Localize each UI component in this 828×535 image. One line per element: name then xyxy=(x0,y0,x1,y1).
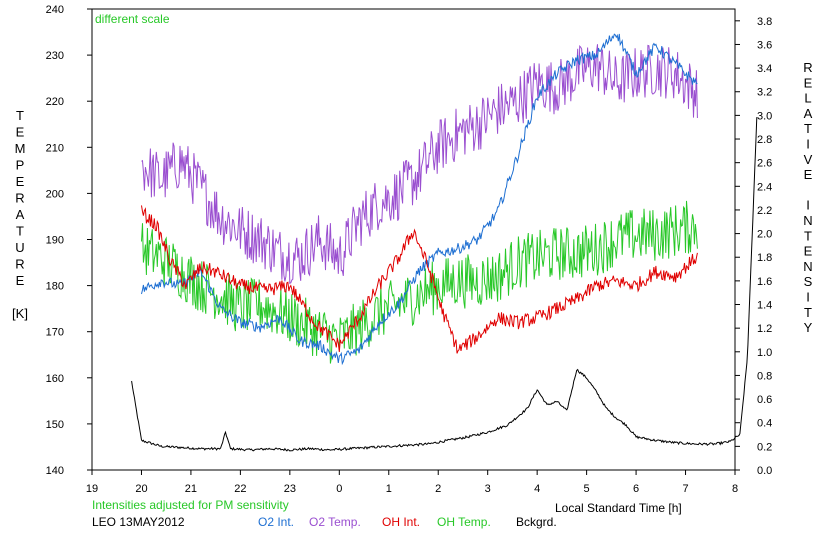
left-axis-letter: [K] xyxy=(12,306,28,321)
left-tick-label: 230 xyxy=(46,50,64,62)
plot-area xyxy=(91,8,758,471)
right-tick-label: 2.6 xyxy=(757,158,772,170)
left-axis-letter: R xyxy=(15,191,24,206)
right-axis-letter: I xyxy=(806,137,810,152)
left-tick-label: 170 xyxy=(46,327,64,339)
x-tick-label: 20 xyxy=(135,483,147,495)
right-tick-label: 0.4 xyxy=(757,418,772,430)
x-tick-label: 1 xyxy=(386,483,392,495)
right-tick-label: 1.0 xyxy=(757,347,772,359)
right-tick-label: 1.6 xyxy=(757,276,772,288)
left-tick-label: 240 xyxy=(46,4,64,16)
left-axis-letter: E xyxy=(16,125,25,140)
left-tick-label: 180 xyxy=(46,281,64,293)
series-line-o2-int xyxy=(141,33,698,366)
left-axis-letter: T xyxy=(16,108,24,123)
scale-annotation: different scale xyxy=(95,12,170,26)
series-line-bckgrd xyxy=(131,117,758,452)
right-axis-letter: E xyxy=(804,167,813,182)
right-tick-label: 0.8 xyxy=(757,370,772,382)
right-axis-letter: Y xyxy=(804,320,813,335)
right-tick-label: 1.4 xyxy=(757,300,772,312)
left-tick-label: 200 xyxy=(46,188,64,200)
left-axis-letter: A xyxy=(16,207,25,222)
x-tick-label: 3 xyxy=(485,483,491,495)
x-tick-label: 7 xyxy=(682,483,688,495)
right-tick-label: 0.0 xyxy=(757,465,772,477)
right-axis-letter: T xyxy=(804,228,812,243)
legend-entry: O2 Temp. xyxy=(309,515,361,529)
right-axis-letter: S xyxy=(804,274,813,289)
right-axis-letter: E xyxy=(804,75,813,90)
right-axis-letter: T xyxy=(804,121,812,136)
x-tick-label: 4 xyxy=(534,483,540,495)
right-axis-letter: E xyxy=(804,244,813,259)
legend-entry: OH Int. xyxy=(382,515,420,529)
series-line-oh-int xyxy=(141,205,698,354)
right-axis-letter: I xyxy=(806,198,810,213)
right-axis-letter: R xyxy=(803,60,812,75)
right-tick-label: 2.2 xyxy=(757,205,772,217)
right-tick-label: 0.6 xyxy=(757,394,772,406)
right-tick-label: 2.8 xyxy=(757,134,772,146)
x-tick-label: 22 xyxy=(234,483,246,495)
left-axis-letter: E xyxy=(16,273,25,288)
right-axis-letter: I xyxy=(806,290,810,305)
right-axis-letter: T xyxy=(804,305,812,320)
left-axis: 140 150 160 170 180 190 200 210 220 230 240 xyxy=(46,4,92,477)
right-tick-label: 0.2 xyxy=(757,441,772,453)
legend-entry: OH Temp. xyxy=(437,515,491,529)
pm-note: Intensities adjusted for PM sensitivity xyxy=(92,498,289,512)
legend-entry: O2 Int. xyxy=(258,515,294,529)
series-layer xyxy=(131,33,758,452)
left-tick-label: 150 xyxy=(46,419,64,431)
right-tick-label: 2.0 xyxy=(757,229,772,241)
left-tick-label: 140 xyxy=(46,465,64,477)
right-tick-label: 2.4 xyxy=(757,181,772,193)
right-axis-letter: N xyxy=(803,259,812,274)
right-tick-label: 3.4 xyxy=(757,63,772,75)
right-axis-letter: N xyxy=(803,213,812,228)
left-axis-letter: E xyxy=(16,174,25,189)
left-axis-letter: U xyxy=(15,240,24,255)
left-tick-label: 220 xyxy=(46,96,64,108)
x-tick-label: 19 xyxy=(86,483,98,495)
left-axis-letter: P xyxy=(16,158,25,173)
right-tick-label: 3.0 xyxy=(757,110,772,122)
x-tick-label: 6 xyxy=(633,483,639,495)
x-axis: 19 20 21 22 23 0 1 2 3 4 5 6 7 8 xyxy=(86,470,738,495)
right-axis-letter: V xyxy=(804,152,813,167)
right-tick-label: 1.8 xyxy=(757,252,772,264)
right-tick-label: 3.6 xyxy=(757,39,772,51)
x-tick-label: 21 xyxy=(185,483,197,495)
series-line-oh-temp xyxy=(141,200,698,364)
station-label: LEO 13MAY2012 xyxy=(92,515,185,529)
left-tick-label: 160 xyxy=(46,373,64,385)
left-tick-label: 210 xyxy=(46,142,64,154)
x-tick-label: 5 xyxy=(584,483,590,495)
left-axis-letter: T xyxy=(16,224,24,239)
left-tick-label: 190 xyxy=(46,235,64,247)
series-line-o2-temp xyxy=(141,44,698,285)
right-tick-label: 3.8 xyxy=(757,16,772,28)
right-axis: 0.0 0.2 0.4 0.6 0.8 1.0 1.2 1.4 1.6 1.8 2.0 2.2 2.4 2… xyxy=(735,16,772,477)
legend-entry: Bckgrd. xyxy=(516,515,557,529)
x-tick-label: 0 xyxy=(336,483,342,495)
right-axis-letter: A xyxy=(804,106,813,121)
right-tick-label: 1.2 xyxy=(757,323,772,335)
legend: O2 Int. O2 Temp. OH Int. OH Temp. Bckgrd. xyxy=(258,515,557,529)
x-tick-label: 23 xyxy=(284,483,296,495)
right-tick-label: 3.2 xyxy=(757,87,772,99)
x-tick-label: 2 xyxy=(435,483,441,495)
left-axis-letter: R xyxy=(15,257,24,272)
right-axis-letter: L xyxy=(804,91,811,106)
left-axis-letter: M xyxy=(15,141,26,156)
x-axis-label: Local Standard Time [h] xyxy=(555,501,682,515)
x-tick-label: 8 xyxy=(732,483,738,495)
